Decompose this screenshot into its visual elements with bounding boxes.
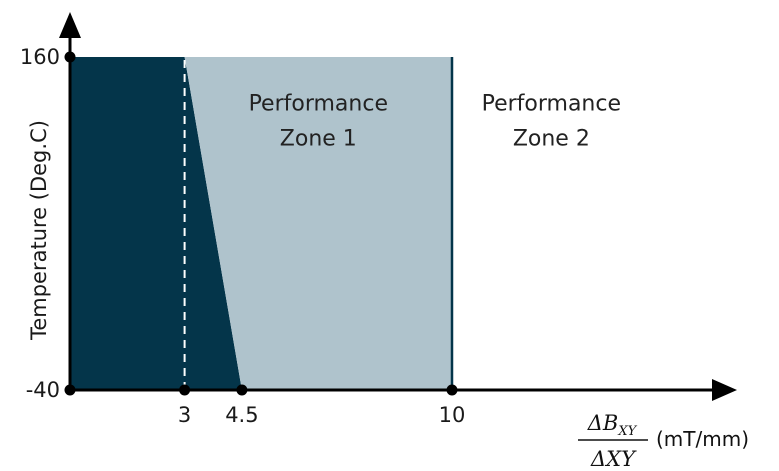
x-tick-label-3: 3 xyxy=(178,403,191,427)
x-axis-label: ΔBXY ΔXY (mT/mm) xyxy=(578,411,749,471)
x-tick-label-4.5: 4.5 xyxy=(225,403,258,427)
y-tick-dot-160 xyxy=(64,51,76,63)
x-axis-label-numerator: ΔBXY xyxy=(587,411,638,439)
x-tick-dot-3 xyxy=(179,384,191,396)
texts-group: 3 4.5 10 -40 160 Performance Zone 1 Performance… xyxy=(20,45,621,427)
lines-group xyxy=(183,57,454,390)
x-axis-unit: (mT/mm) xyxy=(656,427,749,451)
y-axis-arrow xyxy=(59,12,81,38)
axes-group xyxy=(59,12,737,401)
dark-region-area xyxy=(70,57,242,390)
x-tick-dot-10 xyxy=(446,384,458,396)
regions-group xyxy=(70,57,452,390)
y-tick-label--40: -40 xyxy=(26,378,60,402)
x-tick-label-10: 10 xyxy=(439,403,466,427)
zone-label-1: Performance Zone 1 xyxy=(249,91,388,151)
x-tick-dot-4.5 xyxy=(236,384,248,396)
zone-label-2: Performance Zone 2 xyxy=(482,91,621,151)
y-axis-label: Temperature (Deg.C) xyxy=(27,120,51,341)
y-tick-dot--40 xyxy=(64,384,76,396)
zone-1-area xyxy=(184,57,452,390)
y-tick-label-160: 160 xyxy=(20,45,60,69)
x-axis-arrow xyxy=(712,379,737,401)
x-axis-label-denominator: ΔXY xyxy=(590,447,637,471)
